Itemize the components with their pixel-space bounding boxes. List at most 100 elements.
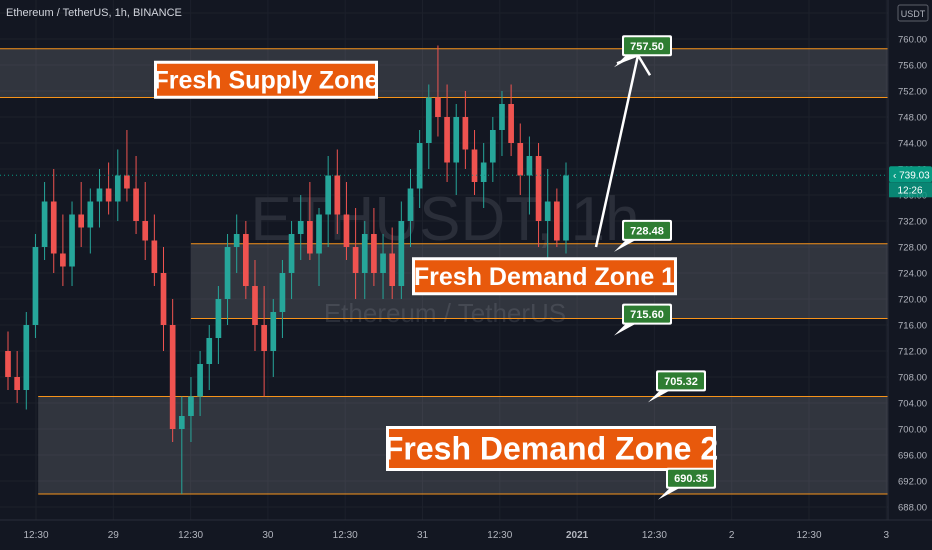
price-tag-box xyxy=(889,166,932,183)
callout-pointer xyxy=(614,55,636,68)
time-tick-label: 12:30 xyxy=(642,530,667,541)
candle-body xyxy=(215,299,222,338)
candle-body xyxy=(517,143,524,176)
candle-body xyxy=(554,201,560,241)
zone-label-box xyxy=(389,429,713,468)
zone-label-box xyxy=(415,260,674,293)
candle-body xyxy=(435,97,441,117)
candle-body xyxy=(563,175,569,241)
candle-body xyxy=(124,175,130,189)
candle-body xyxy=(197,364,203,397)
candle-body xyxy=(325,175,331,215)
candle-body xyxy=(206,338,213,364)
callout-value: 715.60 xyxy=(630,309,664,321)
candle-body xyxy=(243,234,249,286)
watermark-name: Ethereum / TetherUS xyxy=(324,298,566,328)
price-tick-label: 708.00 xyxy=(898,373,927,384)
candle-body xyxy=(352,247,359,273)
time-tick-label: 30 xyxy=(262,530,274,541)
callout-value: 690.35 xyxy=(674,473,708,485)
zone-label: Fresh Demand Zone 1 xyxy=(412,257,677,296)
candle-body xyxy=(508,104,514,143)
candle-body xyxy=(270,312,277,351)
countdown-value: 12:26 xyxy=(897,185,922,196)
candle-body xyxy=(297,221,304,234)
candle-body xyxy=(480,162,487,182)
watermark-ticker: ETHUSDT, 1h xyxy=(250,185,639,254)
time-tick-label: 2021 xyxy=(566,530,589,541)
price-tick-label: 700.00 xyxy=(898,425,927,436)
time-tick-label: 12:30 xyxy=(487,530,512,541)
candles-layer xyxy=(0,45,888,494)
currency-badge: USDT xyxy=(897,4,929,22)
zone-label-text: Fresh Supply Zone xyxy=(153,67,378,95)
price-tick-label: 712.00 xyxy=(898,347,927,358)
candle-body xyxy=(224,247,231,299)
candle-body xyxy=(453,117,460,163)
zone-label-box xyxy=(157,63,375,96)
candle-body xyxy=(316,214,322,254)
callout-pointer xyxy=(658,487,680,500)
time-tick-label: 2 xyxy=(729,530,735,541)
time-tick-label: 3 xyxy=(884,530,890,541)
candle-body xyxy=(389,253,396,286)
candle-body xyxy=(87,201,94,228)
price-tick-label: 716.00 xyxy=(898,321,927,332)
callout-value: 705.32 xyxy=(664,376,698,388)
candle-body xyxy=(307,221,313,254)
price-tick-label: 692.00 xyxy=(898,477,927,488)
candle-body xyxy=(23,325,30,390)
price-tick-label: 724.00 xyxy=(898,269,927,280)
zone-label: Fresh Demand Zone 2 xyxy=(384,426,718,471)
candle-body xyxy=(371,234,377,273)
candle-body xyxy=(105,188,112,202)
candle-body xyxy=(133,188,139,221)
candle-body xyxy=(41,201,48,247)
zone-labels-layer: Fresh Supply Zone Fresh Demand Zone 1 Fres… xyxy=(153,60,718,471)
time-tick-label: 12:30 xyxy=(178,530,203,541)
time-tick-label: 12:30 xyxy=(23,530,48,541)
candle-body xyxy=(398,221,405,286)
price-tick-label: 688.00 xyxy=(898,503,927,514)
callout-box xyxy=(624,37,670,55)
price-callout: 705.32 xyxy=(648,370,706,403)
callout-box xyxy=(624,221,670,239)
price-tick-label: 704.00 xyxy=(898,399,927,410)
time-axis[interactable]: 12:30 29 12:30 30 12:30 31 12:30 2021 12:30 2 12:3… xyxy=(0,519,932,541)
candle-body xyxy=(5,351,11,377)
price-tick-label: 732.00 xyxy=(898,217,927,228)
candle-body xyxy=(288,234,295,273)
callout-pointer xyxy=(614,239,636,252)
callout-pointer xyxy=(614,323,636,336)
price-tick-label: 756.00 xyxy=(898,61,927,72)
projection-arrow-shaft xyxy=(594,54,640,248)
candle-body xyxy=(233,234,240,247)
candle-body xyxy=(178,416,185,429)
candle-body xyxy=(252,286,258,325)
candle-body xyxy=(142,221,149,241)
current-price-tag: ‹ 739.03 12:26 xyxy=(889,166,932,198)
candle-body xyxy=(279,273,286,312)
candle-body xyxy=(361,234,368,273)
candle-body xyxy=(60,253,66,267)
candle-body xyxy=(96,188,103,202)
candle-body xyxy=(489,130,496,163)
candle-body xyxy=(526,156,533,176)
price-tick-label: 696.00 xyxy=(898,451,927,462)
candle-body xyxy=(471,149,478,182)
candle-body xyxy=(50,201,57,254)
candle-body xyxy=(499,104,505,130)
candle-body xyxy=(169,325,176,429)
price-callout: 715.60 xyxy=(614,303,672,336)
symbol-header: Ethereum / TetherUS, 1h, BINANCE xyxy=(6,7,182,19)
candle-body xyxy=(425,97,432,143)
candle-body xyxy=(380,253,386,273)
candle-body xyxy=(462,117,469,150)
price-tick-label: 752.00 xyxy=(898,87,927,98)
price-tick-label: 748.00 xyxy=(898,113,927,124)
candle-body xyxy=(407,188,414,221)
zone-label-text: Fresh Demand Zone 2 xyxy=(384,431,718,467)
price-axis[interactable]: 688.00 692.00 696.00 700.00 704.00 708.00 712.… xyxy=(887,0,932,550)
candle-body xyxy=(334,175,341,215)
